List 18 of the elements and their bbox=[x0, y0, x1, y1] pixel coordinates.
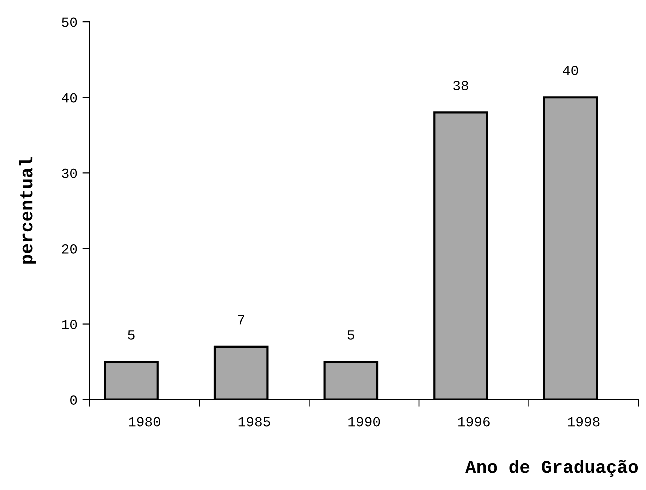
x-axis-title: Ano de Graduação bbox=[466, 460, 638, 478]
y-tick-label: 40 bbox=[62, 93, 78, 103]
y-tick-label: 50 bbox=[62, 18, 78, 28]
x-tick-label: 1990 bbox=[348, 417, 380, 427]
y-tick-label: 10 bbox=[62, 320, 78, 330]
data-label: 40 bbox=[563, 66, 578, 76]
data-label: 7 bbox=[238, 315, 244, 325]
x-tick-label: 1980 bbox=[129, 417, 161, 427]
y-tick-label: 20 bbox=[62, 244, 78, 254]
y-tick-label: 0 bbox=[70, 396, 78, 406]
data-label: 5 bbox=[128, 330, 135, 340]
y-axis-title: percentual bbox=[19, 158, 36, 264]
data-label: 38 bbox=[454, 81, 468, 91]
x-tick-label: 1996 bbox=[458, 417, 490, 427]
x-tick-label: 1998 bbox=[568, 417, 600, 427]
y-tick-label: 30 bbox=[62, 168, 78, 178]
x-tick-label: 1985 bbox=[238, 417, 270, 427]
data-label: 5 bbox=[348, 330, 354, 340]
